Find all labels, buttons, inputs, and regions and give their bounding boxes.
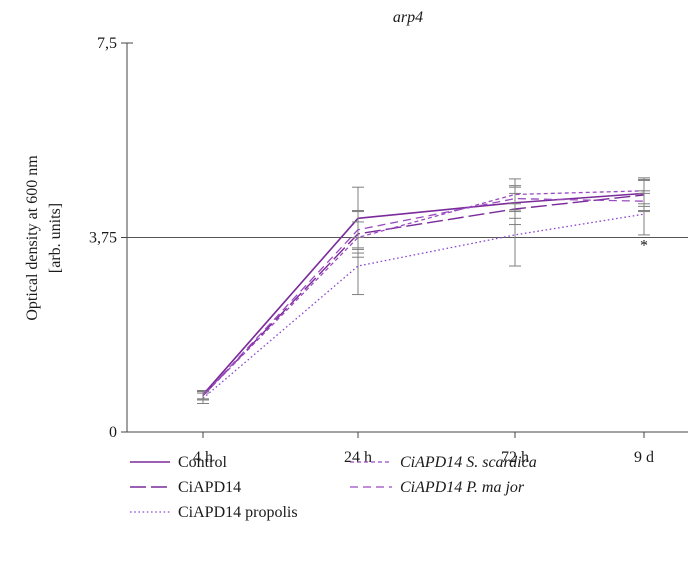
x-tick-label: 9 d (634, 449, 654, 466)
legend-label: CiAPD14 propolis (178, 504, 298, 521)
series-line (202, 190, 645, 397)
series-line (202, 194, 645, 397)
legend-label-part: Control (178, 454, 227, 471)
y-axis-label-line-1: Optical density at 600 nm (24, 155, 41, 321)
legend-item-4: CiAPD14 P. ma jor (350, 479, 525, 496)
legend-label-part: CiAPD14 (400, 454, 462, 471)
legend-label-part: CiAPD14 (178, 479, 241, 496)
series-4 (197, 185, 650, 401)
legend-item-0: Control (130, 454, 227, 471)
series-line (202, 192, 645, 396)
legend-item-1: CiAPD14 (130, 479, 241, 496)
legend-label-part: CiAPD14 propolis (178, 504, 298, 521)
y-axis-label-line-2: [arb. units] (47, 203, 64, 273)
x-tick-label: 4 h (193, 449, 213, 466)
legend-label-part: S. scardica (462, 454, 537, 471)
legend-item-3: CiAPD14 S. scardica (350, 454, 537, 471)
x-tick-label: 24 h (344, 449, 372, 466)
y-tick-label: 3,75 (89, 230, 117, 247)
legend-label: CiAPD14 P. ma jor (400, 479, 525, 496)
chart-title: arp4 (393, 9, 423, 26)
series-0 (197, 179, 650, 400)
plot-area: 0 3,75 7,5 4 h 24 h 72 h 9 d * (89, 35, 688, 466)
series-line (202, 213, 645, 399)
legend-label: Control (178, 454, 227, 471)
series-2 (197, 192, 650, 404)
x-tick-label: 72 h (501, 449, 529, 466)
legend-label: CiAPD14 (178, 479, 241, 496)
y-tick-label: 7,5 (97, 35, 117, 52)
legend-label: CiAPD14 S. scardica (400, 454, 537, 471)
significance-annotation: * (640, 237, 648, 254)
y-tick-label: 0 (109, 424, 117, 441)
series-line (202, 197, 645, 397)
legend-label-part: P. ma jor (462, 479, 525, 496)
legend-item-2: CiAPD14 propolis (130, 504, 298, 521)
legend-label-part: CiAPD14 (400, 479, 462, 496)
